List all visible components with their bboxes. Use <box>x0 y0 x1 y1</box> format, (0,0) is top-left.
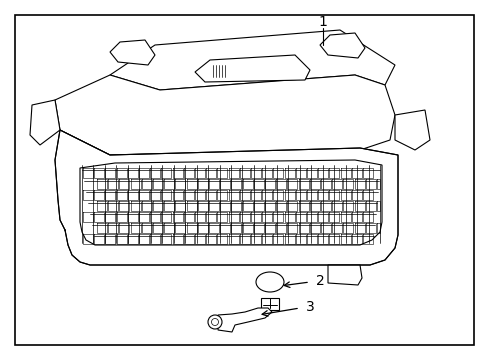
Polygon shape <box>319 33 364 58</box>
Circle shape <box>207 315 222 329</box>
Polygon shape <box>30 100 60 145</box>
Polygon shape <box>80 160 381 245</box>
Polygon shape <box>394 110 429 150</box>
Polygon shape <box>55 130 397 265</box>
Text: 1: 1 <box>318 15 327 29</box>
Polygon shape <box>55 75 394 155</box>
Polygon shape <box>327 265 361 285</box>
Bar <box>261 298 279 310</box>
Polygon shape <box>110 30 394 90</box>
Polygon shape <box>218 308 271 332</box>
Polygon shape <box>195 55 309 82</box>
Ellipse shape <box>256 272 284 292</box>
Polygon shape <box>110 40 155 65</box>
Text: 2: 2 <box>315 274 324 288</box>
Text: 3: 3 <box>305 300 314 314</box>
